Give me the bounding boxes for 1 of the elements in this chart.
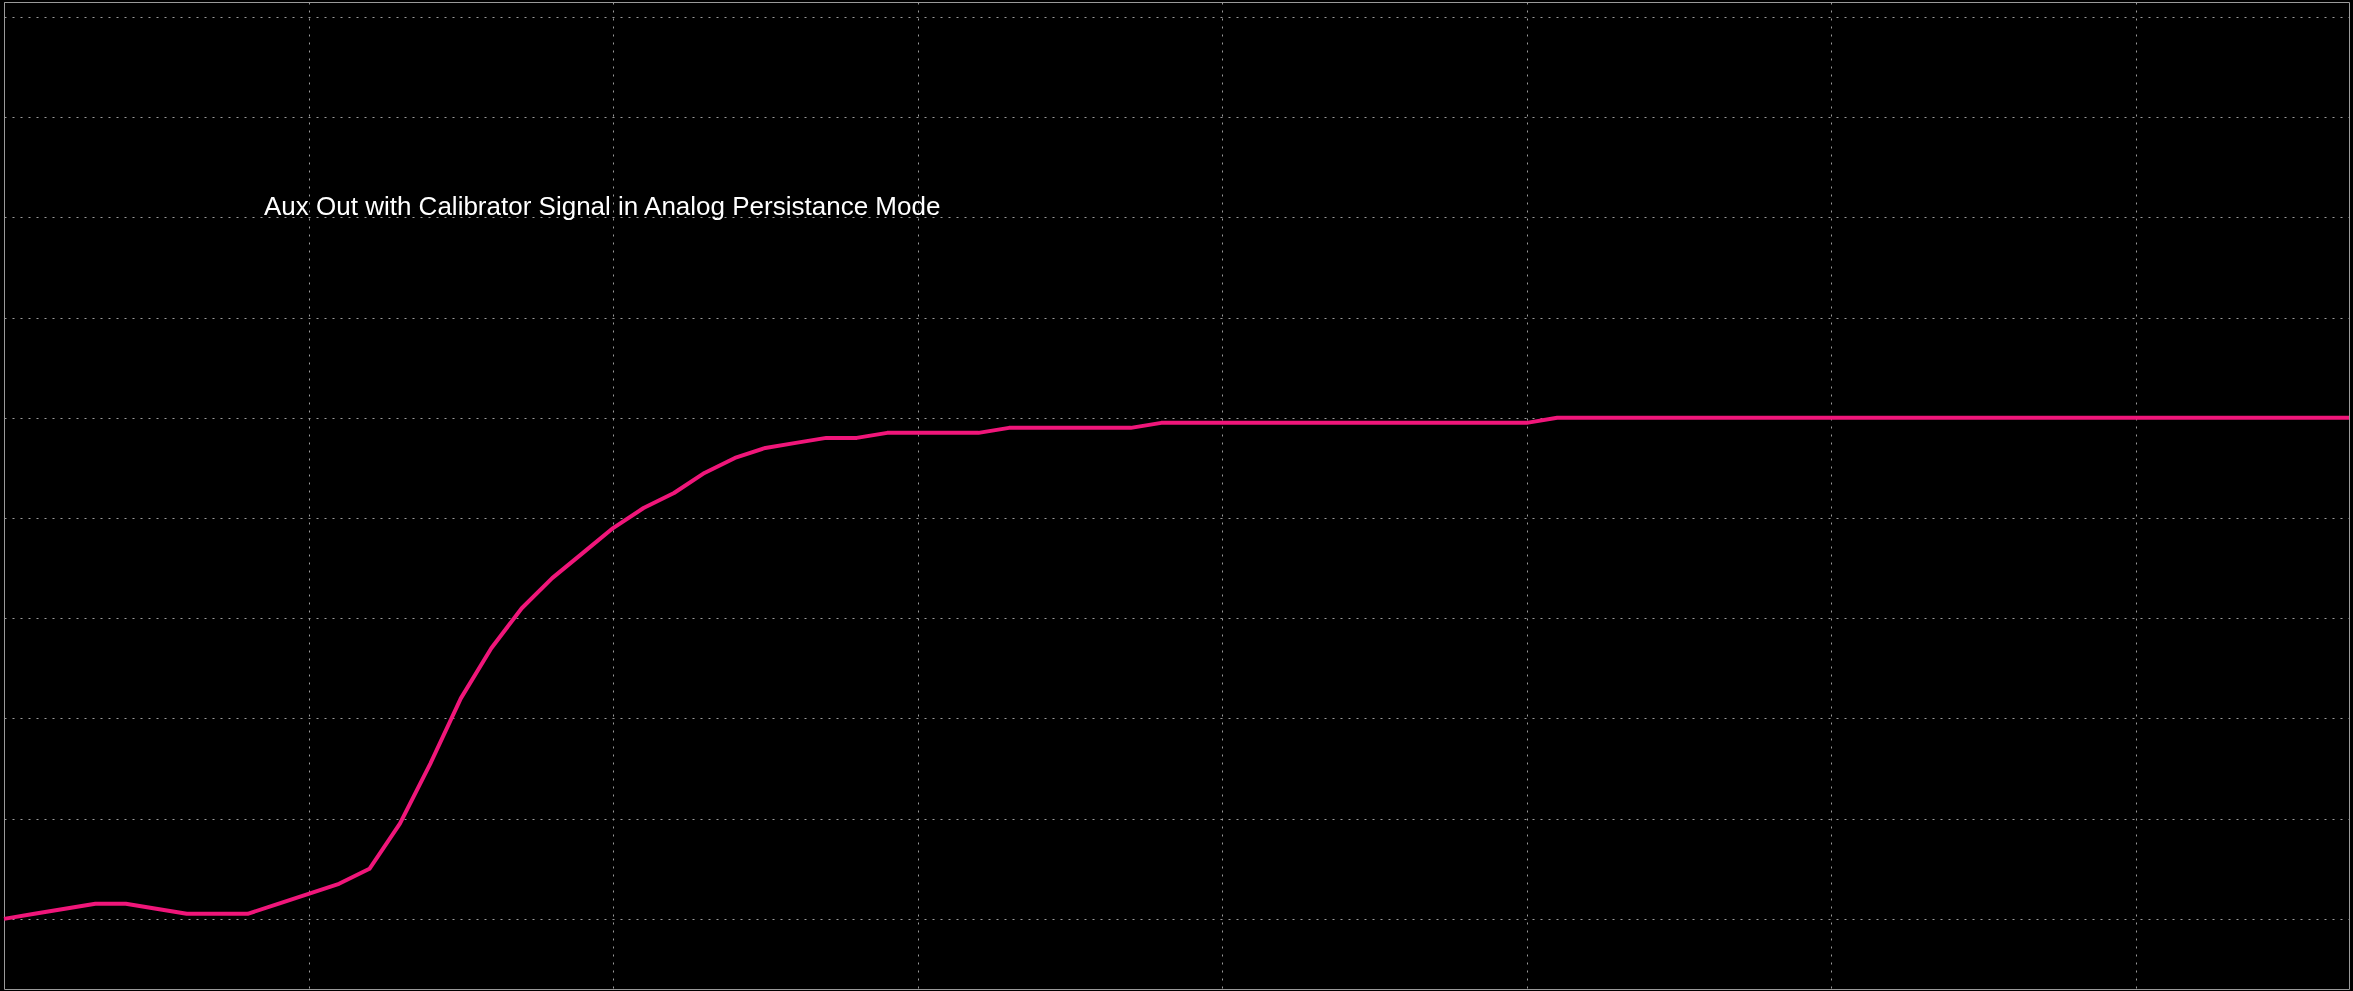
text: Aux Out with Calibrator Signal in Analog Persistance Mode: [264, 191, 941, 221]
